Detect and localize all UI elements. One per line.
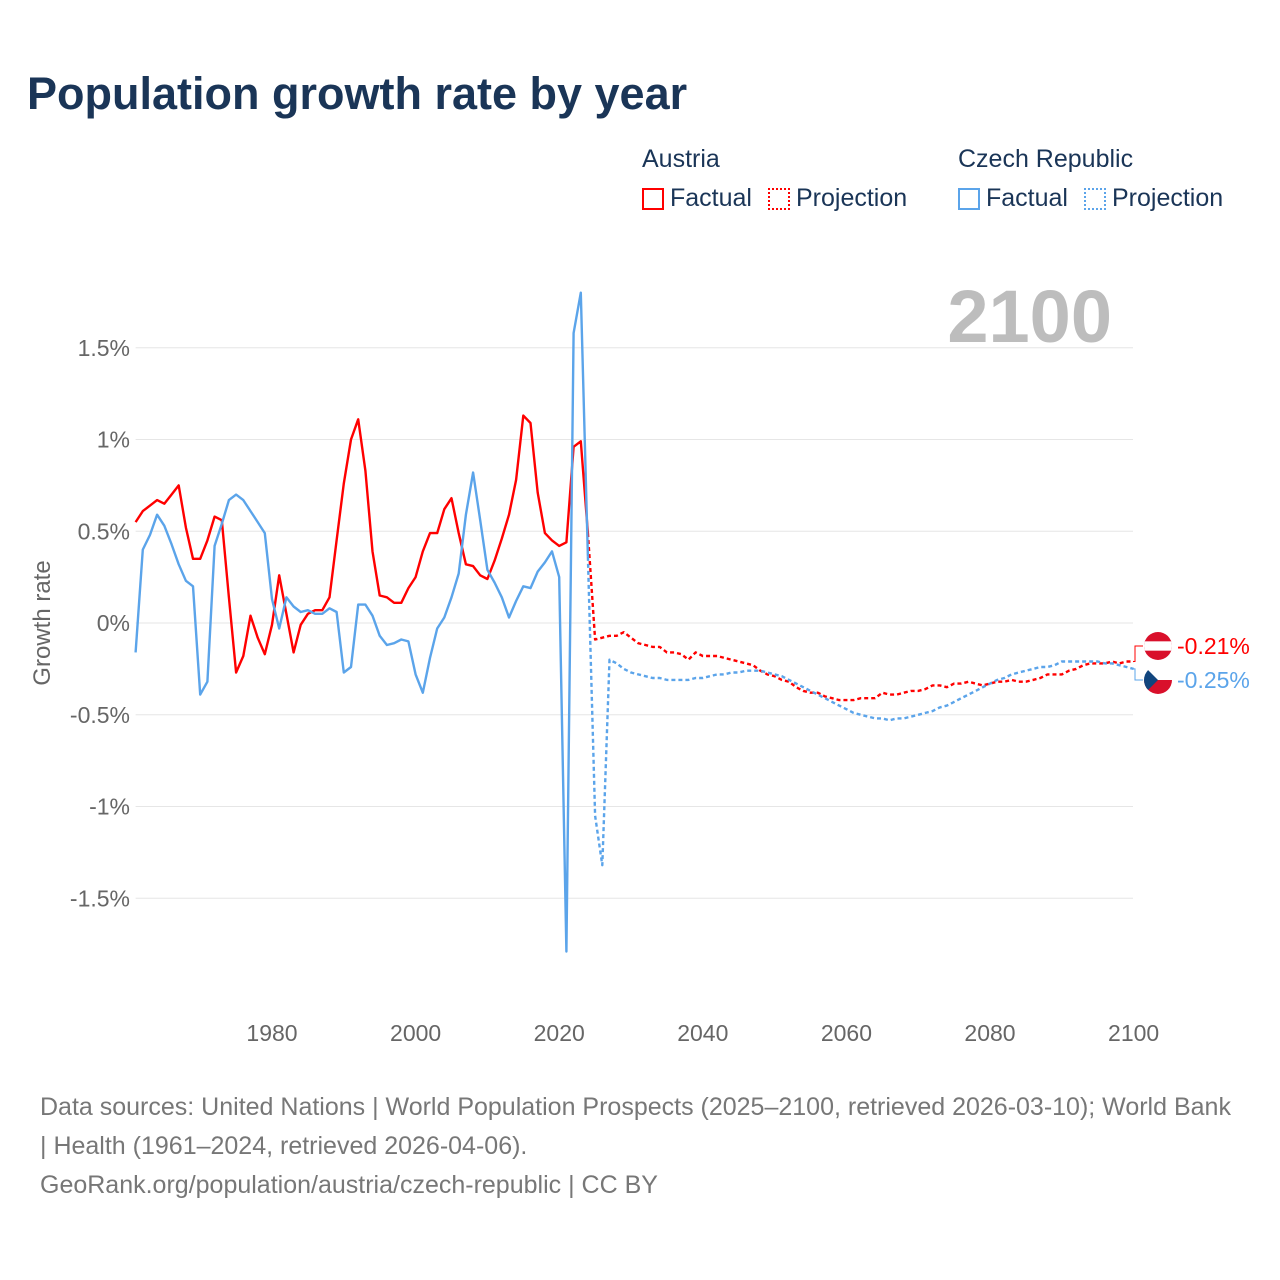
- y-tick-label: -0.5%: [70, 702, 130, 728]
- legend-czech-projection[interactable]: Projection: [1083, 184, 1224, 213]
- y-tick-label: 1%: [97, 427, 130, 453]
- austria-factual-line: [134, 414, 590, 674]
- czech-republic-factual-line: [134, 291, 590, 953]
- y-tick-label: -1.5%: [70, 885, 130, 911]
- end-value-label: -0.25%: [1177, 667, 1250, 693]
- legend-austria-factual[interactable]: Factual: [642, 184, 752, 213]
- data-sources: Data sources: United Nations | World Pop…: [40, 1093, 1231, 1160]
- legend-swatch-dotted: [1083, 187, 1106, 210]
- y-tick-label: 1.5%: [78, 335, 130, 361]
- legend-austria: Austria Factual Projection: [642, 145, 907, 213]
- end-value-label: -0.21%: [1177, 633, 1250, 659]
- year-badge: 2100: [947, 275, 1112, 358]
- legend-label: Projection: [1111, 184, 1224, 212]
- chart-title: Population growth rate by year: [27, 68, 688, 119]
- legend-swatch-solid: [958, 187, 980, 210]
- flag-blue-triangle: [1144, 666, 1158, 694]
- y-tick-label: 0%: [97, 610, 130, 636]
- legend-label: Factual: [986, 184, 1068, 212]
- end-connector: [1133, 645, 1143, 663]
- legend-label: Factual: [670, 184, 752, 212]
- line-chart: 1.5% 1% 0.5% 0% -0.5% -1% -1.5% 1980 2000 2020 204…: [29, 275, 1250, 1046]
- attribution-link[interactable]: GeoRank.org/population/austria/czech-rep…: [40, 1171, 658, 1199]
- czech-republic-projection-line: [586, 556, 1134, 867]
- y-tick-label: -1%: [89, 794, 130, 820]
- legend-czech-republic: Czech Republic Factual Projection: [958, 145, 1223, 213]
- x-tick-label: 2100: [1108, 1020, 1159, 1046]
- legend-swatch-solid: [642, 187, 664, 210]
- legend-label: Projection: [795, 184, 908, 212]
- footer: Data sources: United Nations | World Pop…: [40, 1088, 1240, 1205]
- legend-czech-factual[interactable]: Factual: [958, 184, 1068, 213]
- legend-swatch-dotted: [767, 187, 790, 210]
- legend-group-title: Czech Republic: [958, 145, 1134, 173]
- czech-republic-flag-icon: [1144, 666, 1172, 694]
- x-tick-label: 1980: [246, 1020, 297, 1046]
- austria-projection-line: [586, 533, 1134, 702]
- austria-flag-icon: [1144, 632, 1172, 660]
- x-tick-label: 2060: [821, 1020, 872, 1046]
- end-connector: [1133, 668, 1143, 681]
- x-tick-label: 2020: [534, 1020, 585, 1046]
- x-tick-label: 2040: [677, 1020, 728, 1046]
- legend-group-title: Austria: [642, 145, 720, 173]
- flag-white-band: [1144, 641, 1172, 651]
- y-axis-label: Growth rate: [29, 560, 56, 685]
- legend-austria-projection[interactable]: Projection: [767, 184, 908, 213]
- x-tick-label: 2080: [964, 1020, 1015, 1046]
- x-tick-label: 2000: [390, 1020, 441, 1046]
- y-tick-label: 0.5%: [78, 518, 130, 544]
